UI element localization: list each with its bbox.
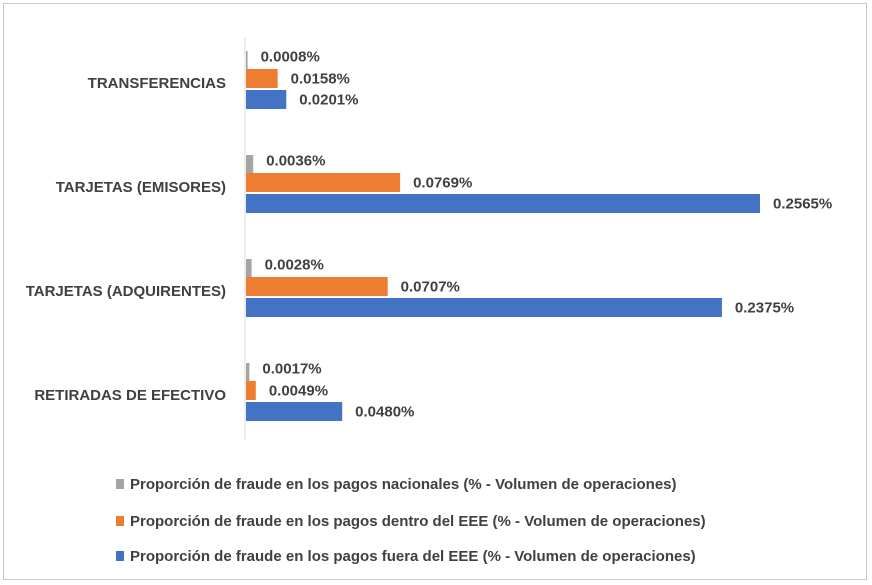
legend-label-fuera-eee: Proporción de fraude en los pagos fuera … [130,547,696,565]
bar-retiradas-de-efectivo-series-2 [246,402,343,421]
category-label-tarjetas-adquirentes: TARJETAS (ADQUIRENTES) [26,283,226,300]
bar-transferencias-series-0 [246,51,248,70]
legend-label-dentro-eee: Proporción de fraude en los pagos dentro… [130,512,706,530]
bar-tarjetas-adquirentes-series-1 [246,277,388,296]
legend-swatch-dentro-eee [116,516,124,526]
bar-tarjetas-emisores-series-0 [246,155,254,174]
legend-swatch-nacionales [116,479,124,489]
data-label-tarjetas-adquirentes-series-0: 0.0028% [265,256,324,273]
bar-retiradas-de-efectivo-series-0 [246,363,250,382]
legend-label-nacionales: Proporción de fraude en los pagos nacion… [130,475,677,493]
data-label-retiradas-de-efectivo-series-1: 0.0049% [269,382,328,399]
bar-transferencias-series-1 [246,69,278,88]
legend-swatch-fuera-eee [116,551,124,561]
category-label-tarjetas-emisores: TARJETAS (EMISORES) [56,179,226,196]
data-label-retiradas-de-efectivo-series-2: 0.0480% [355,403,414,420]
category-label-transferencias: TRANSFERENCIAS [88,75,226,92]
bar-tarjetas-adquirentes-series-2 [246,298,722,317]
data-label-tarjetas-adquirentes-series-1: 0.0707% [401,278,460,295]
data-label-tarjetas-emisores-series-0: 0.0036% [266,152,325,169]
data-label-tarjetas-emisores-series-2: 0.2565% [773,195,832,212]
data-label-retiradas-de-efectivo-series-0: 0.0017% [262,360,321,377]
data-label-transferencias-series-0: 0.0008% [261,48,320,65]
data-label-tarjetas-adquirentes-series-2: 0.2375% [735,299,794,316]
chart-frame [3,3,867,580]
bar-tarjetas-adquirentes-series-0 [246,259,252,278]
legend-item-dentro-eee: Proporción de fraude en los pagos dentro… [116,511,706,531]
category-label-retiradas-de-efectivo: RETIRADAS DE EFECTIVO [34,387,226,404]
data-label-tarjetas-emisores-series-1: 0.0769% [413,174,472,191]
data-label-transferencias-series-2: 0.0201% [299,91,358,108]
legend-item-nacionales: Proporción de fraude en los pagos nacion… [116,474,677,494]
bar-retiradas-de-efectivo-series-1 [246,381,256,400]
bar-tarjetas-emisores-series-2 [246,194,760,213]
bar-transferencias-series-2 [246,90,287,109]
data-label-transferencias-series-1: 0.0158% [291,70,350,87]
legend-item-fuera-eee: Proporción de fraude en los pagos fuera … [116,546,696,566]
bar-tarjetas-emisores-series-1 [246,173,401,192]
